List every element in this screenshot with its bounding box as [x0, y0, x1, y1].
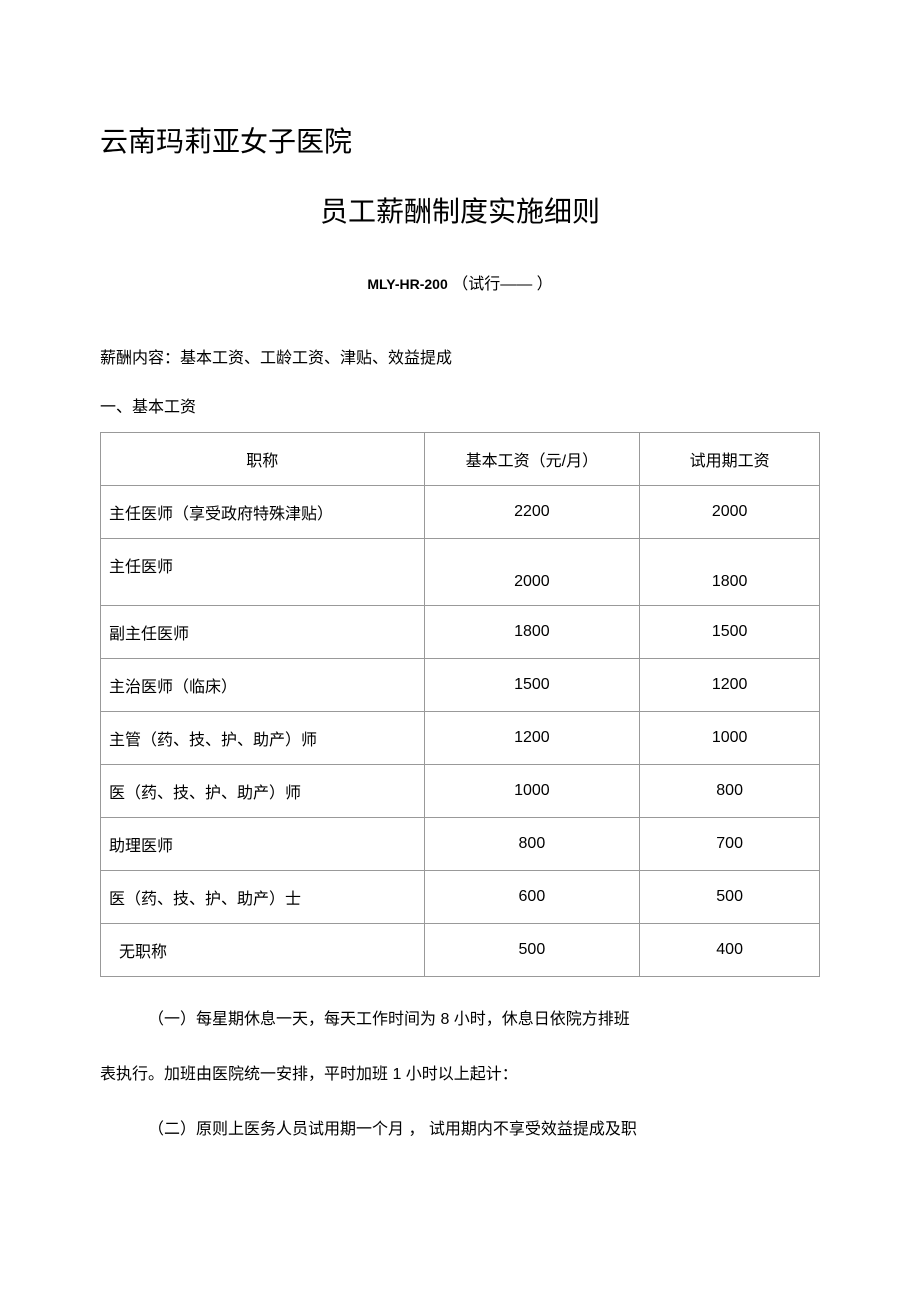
cell-title: 无职称 [101, 924, 425, 977]
cell-trial: 400 [640, 924, 820, 977]
salary-table: 职称 基本工资（元/月） 试用期工资 主任医师（享受政府特殊津贴） 2200 2… [100, 432, 820, 977]
paragraph-1-line-1: （一）每星期休息一天，每天工作时间为 8 小时，休息日依院方排班 [100, 1002, 820, 1037]
cell-title: 主管（药、技、护、助产）师 [101, 712, 425, 765]
document-title: 员工薪酬制度实施细则 [100, 190, 820, 230]
cell-base: 500 [424, 924, 640, 977]
section-1-heading: 一、基本工资 [100, 393, 820, 417]
p1-text-c: 表执行。加班由医院统一安排，平时加班 [100, 1066, 392, 1083]
p1-text-b: 小时，休息日依院方排班 [449, 1011, 629, 1028]
cell-trial: 800 [640, 765, 820, 818]
col-header-base-salary: 基本工资（元/月） [424, 433, 640, 486]
table-header-row: 职称 基本工资（元/月） 试用期工资 [101, 433, 820, 486]
cell-title: 医（药、技、护、助产）师 [101, 765, 425, 818]
col-header-title: 职称 [101, 433, 425, 486]
paragraph-1-line-2: 表执行。加班由医院统一安排，平时加班 1 小时以上起计： [100, 1057, 820, 1092]
cell-base: 2000 [424, 539, 640, 606]
cell-base: 1000 [424, 765, 640, 818]
cell-trial: 1200 [640, 659, 820, 712]
table-row: 医（药、技、护、助产）士 600 500 [101, 871, 820, 924]
cell-title: 助理医师 [101, 818, 425, 871]
table-row: 助理医师 800 700 [101, 818, 820, 871]
cell-base: 2200 [424, 486, 640, 539]
cell-base: 1200 [424, 712, 640, 765]
cell-trial: 1800 [640, 539, 820, 606]
table-row: 无职称 500 400 [101, 924, 820, 977]
document-code: MLY-HR-200 （试行—— ） [100, 270, 820, 294]
cell-trial: 700 [640, 818, 820, 871]
cell-base: 800 [424, 818, 640, 871]
organization-name: 云南玛莉亚女子医院 [100, 120, 820, 160]
cell-base: 600 [424, 871, 640, 924]
table-row: 主任医师 2000 1800 [101, 539, 820, 606]
cell-trial: 1500 [640, 606, 820, 659]
p1-text-d: 小时以上起计： [401, 1066, 517, 1083]
p1-text-a: （一）每星期休息一天，每天工作时间为 [148, 1011, 440, 1028]
cell-trial: 1000 [640, 712, 820, 765]
cell-base: 1800 [424, 606, 640, 659]
cell-title: 主治医师（临床） [101, 659, 425, 712]
col-header-trial-salary: 试用期工资 [640, 433, 820, 486]
cell-trial: 2000 [640, 486, 820, 539]
table-row: 主管（药、技、护、助产）师 1200 1000 [101, 712, 820, 765]
doc-code-suffix: （试行—— ） [452, 276, 552, 293]
table-row: 主任医师（享受政府特殊津贴） 2200 2000 [101, 486, 820, 539]
cell-title: 副主任医师 [101, 606, 425, 659]
cell-trial: 500 [640, 871, 820, 924]
table-row: 主治医师（临床） 1500 1200 [101, 659, 820, 712]
cell-title: 主任医师（享受政府特殊津贴） [101, 486, 425, 539]
doc-code-label: MLY-HR-200 [367, 276, 447, 292]
table-row: 副主任医师 1800 1500 [101, 606, 820, 659]
cell-title: 主任医师 [101, 539, 425, 606]
cell-title: 医（药、技、护、助产）士 [101, 871, 425, 924]
cell-base: 1500 [424, 659, 640, 712]
salary-components-intro: 薪酬内容：基本工资、工龄工资、津贴、效益提成 [100, 344, 820, 368]
paragraph-2: （二）原则上医务人员试用期一个月 ， 试用期内不享受效益提成及职 [100, 1112, 820, 1147]
table-row: 医（药、技、护、助产）师 1000 800 [101, 765, 820, 818]
